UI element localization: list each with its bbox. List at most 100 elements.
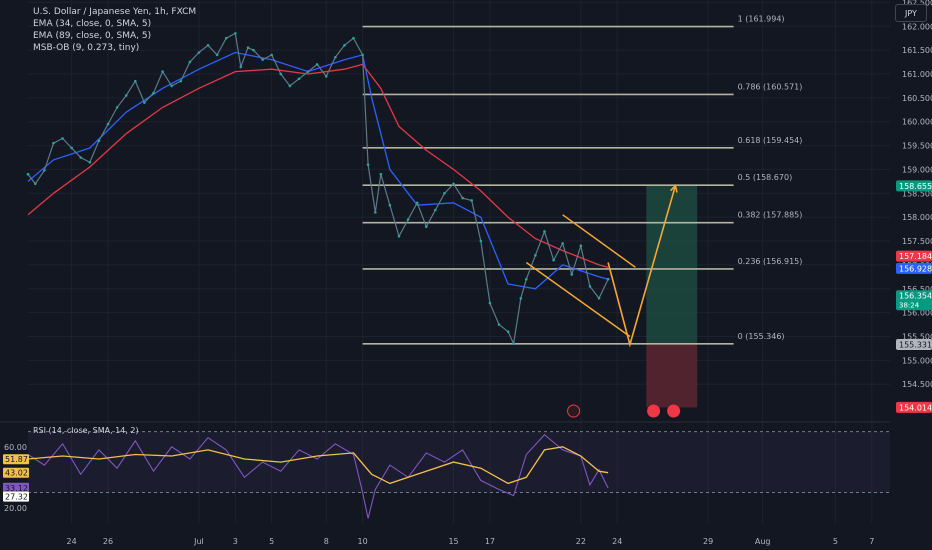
- price-point: [315, 63, 319, 66]
- price-point: [434, 208, 437, 212]
- price-point: [79, 156, 83, 159]
- price-tick-label: 158.000: [902, 213, 932, 222]
- price-point: [270, 53, 273, 57]
- grid-lines: [28, 0, 890, 523]
- price-point: [406, 218, 410, 221]
- price-point: [379, 172, 383, 176]
- price-point: [343, 44, 346, 47]
- price-point: [519, 296, 523, 300]
- rsi-value-badge: [3, 467, 29, 478]
- time-tick-label: 17: [485, 537, 495, 546]
- time-tick-label: 26: [103, 537, 113, 546]
- price-point: [252, 48, 255, 52]
- fib-level-label: 0.786 (160.571): [738, 82, 803, 91]
- price-label-badge: [896, 290, 932, 311]
- price-point: [324, 75, 328, 78]
- fibonacci-levels: 1 (161.994) 0.786 (160.571) 0.618 (159.454…: [362, 15, 803, 345]
- price-point: [215, 53, 219, 57]
- event-icon: [567, 404, 581, 418]
- fib-level-label: 0.236 (156.915): [738, 257, 803, 266]
- time-tick-label: 29: [703, 537, 713, 546]
- time-tick-label: Jul: [193, 537, 204, 546]
- price-point: [133, 79, 137, 83]
- rsi-pane: RSI (14, close, SMA, 14, 2) 60.00 20.00 51.…: [3, 426, 890, 519]
- legend-rsi: RSI (14, close, SMA, 14, 2): [33, 426, 139, 435]
- price-point: [88, 160, 92, 164]
- legend-msb-ob: MSB-OB (9, 0.273, tiny): [33, 43, 140, 53]
- price-point: [188, 60, 192, 64]
- price-axis: 162.500 162.000 161.500 161.000 160.500 160.0…: [896, 0, 932, 413]
- price-point: [143, 101, 146, 104]
- event-icon: [647, 404, 661, 418]
- price-label-badge: [896, 401, 932, 413]
- rsi-tick-label: 60.00: [4, 443, 27, 452]
- price-point: [524, 277, 528, 281]
- rsi-value-badge: [3, 491, 29, 502]
- price-point: [597, 296, 601, 300]
- price-point: [397, 234, 401, 238]
- price-point: [33, 182, 37, 186]
- price-point: [424, 225, 428, 229]
- price-label-badge: [896, 262, 932, 274]
- price-point: [534, 254, 537, 257]
- price-label-text: 156.354: [899, 292, 932, 301]
- time-tick-label: 7: [869, 537, 874, 546]
- time-tick-label: Aug: [755, 537, 771, 546]
- rsi-value-text: 27.32: [5, 493, 28, 502]
- price-point: [279, 72, 283, 76]
- price-label-text: 158.655: [899, 182, 932, 191]
- price-point: [306, 70, 310, 73]
- price-point: [506, 330, 510, 334]
- price-point: [334, 55, 337, 59]
- price-point: [170, 84, 173, 88]
- price-point: [288, 84, 292, 88]
- price-label-text: 155.331: [899, 341, 932, 350]
- time-tick-label: 8: [324, 537, 329, 546]
- price-point: [124, 94, 128, 97]
- price-point: [461, 196, 464, 200]
- price-point: [297, 77, 301, 81]
- price-point: [97, 139, 101, 143]
- price-point: [561, 242, 564, 245]
- price-tick-label: 157.500: [902, 237, 932, 246]
- price-tick-label: 160.000: [902, 118, 932, 127]
- wedge-lower-line: [525, 261, 631, 338]
- price-point: [470, 199, 474, 202]
- price-tick-label: 161.000: [902, 70, 932, 79]
- price-point: [224, 36, 228, 40]
- legend-ema-fast: EMA (34, close, 0, SMA, 5): [33, 19, 152, 29]
- price-point: [61, 137, 64, 140]
- price-point: [361, 53, 364, 57]
- price-point: [388, 203, 392, 207]
- price-point: [246, 46, 250, 50]
- fib-level-label: 0.5 (158.670): [738, 173, 793, 182]
- currency-button[interactable]: JPY: [895, 4, 927, 22]
- price-label-text: 154.014: [899, 403, 932, 412]
- profit-zone: [646, 185, 698, 345]
- rsi-value-text: 33.12: [5, 484, 28, 493]
- ema-fast-line: [27, 51, 609, 290]
- price-point: [479, 239, 483, 243]
- event-icon: [667, 404, 681, 418]
- price-label-badge: [896, 250, 932, 262]
- loss-zone: [646, 344, 698, 408]
- price-point: [115, 106, 119, 109]
- rsi-value-text: 51.87: [5, 455, 28, 464]
- price-point: [261, 58, 264, 61]
- price-point: [179, 79, 183, 83]
- time-tick-label: 24: [612, 537, 622, 546]
- price-line: [27, 32, 609, 346]
- price-tick-label: 160.500: [902, 94, 932, 103]
- price-point: [452, 182, 455, 186]
- price-point: [352, 36, 355, 40]
- projection-arrowhead: [669, 184, 678, 193]
- price-label-text: 157.184: [899, 252, 932, 261]
- rsi-value-text: 43.02: [5, 469, 28, 478]
- price-point: [415, 201, 419, 205]
- countdown-label: 38:24: [899, 302, 920, 310]
- time-tick-label: 24: [67, 537, 77, 546]
- price-label-badge: [896, 339, 932, 351]
- price-point: [234, 32, 237, 35]
- price-point: [606, 277, 610, 281]
